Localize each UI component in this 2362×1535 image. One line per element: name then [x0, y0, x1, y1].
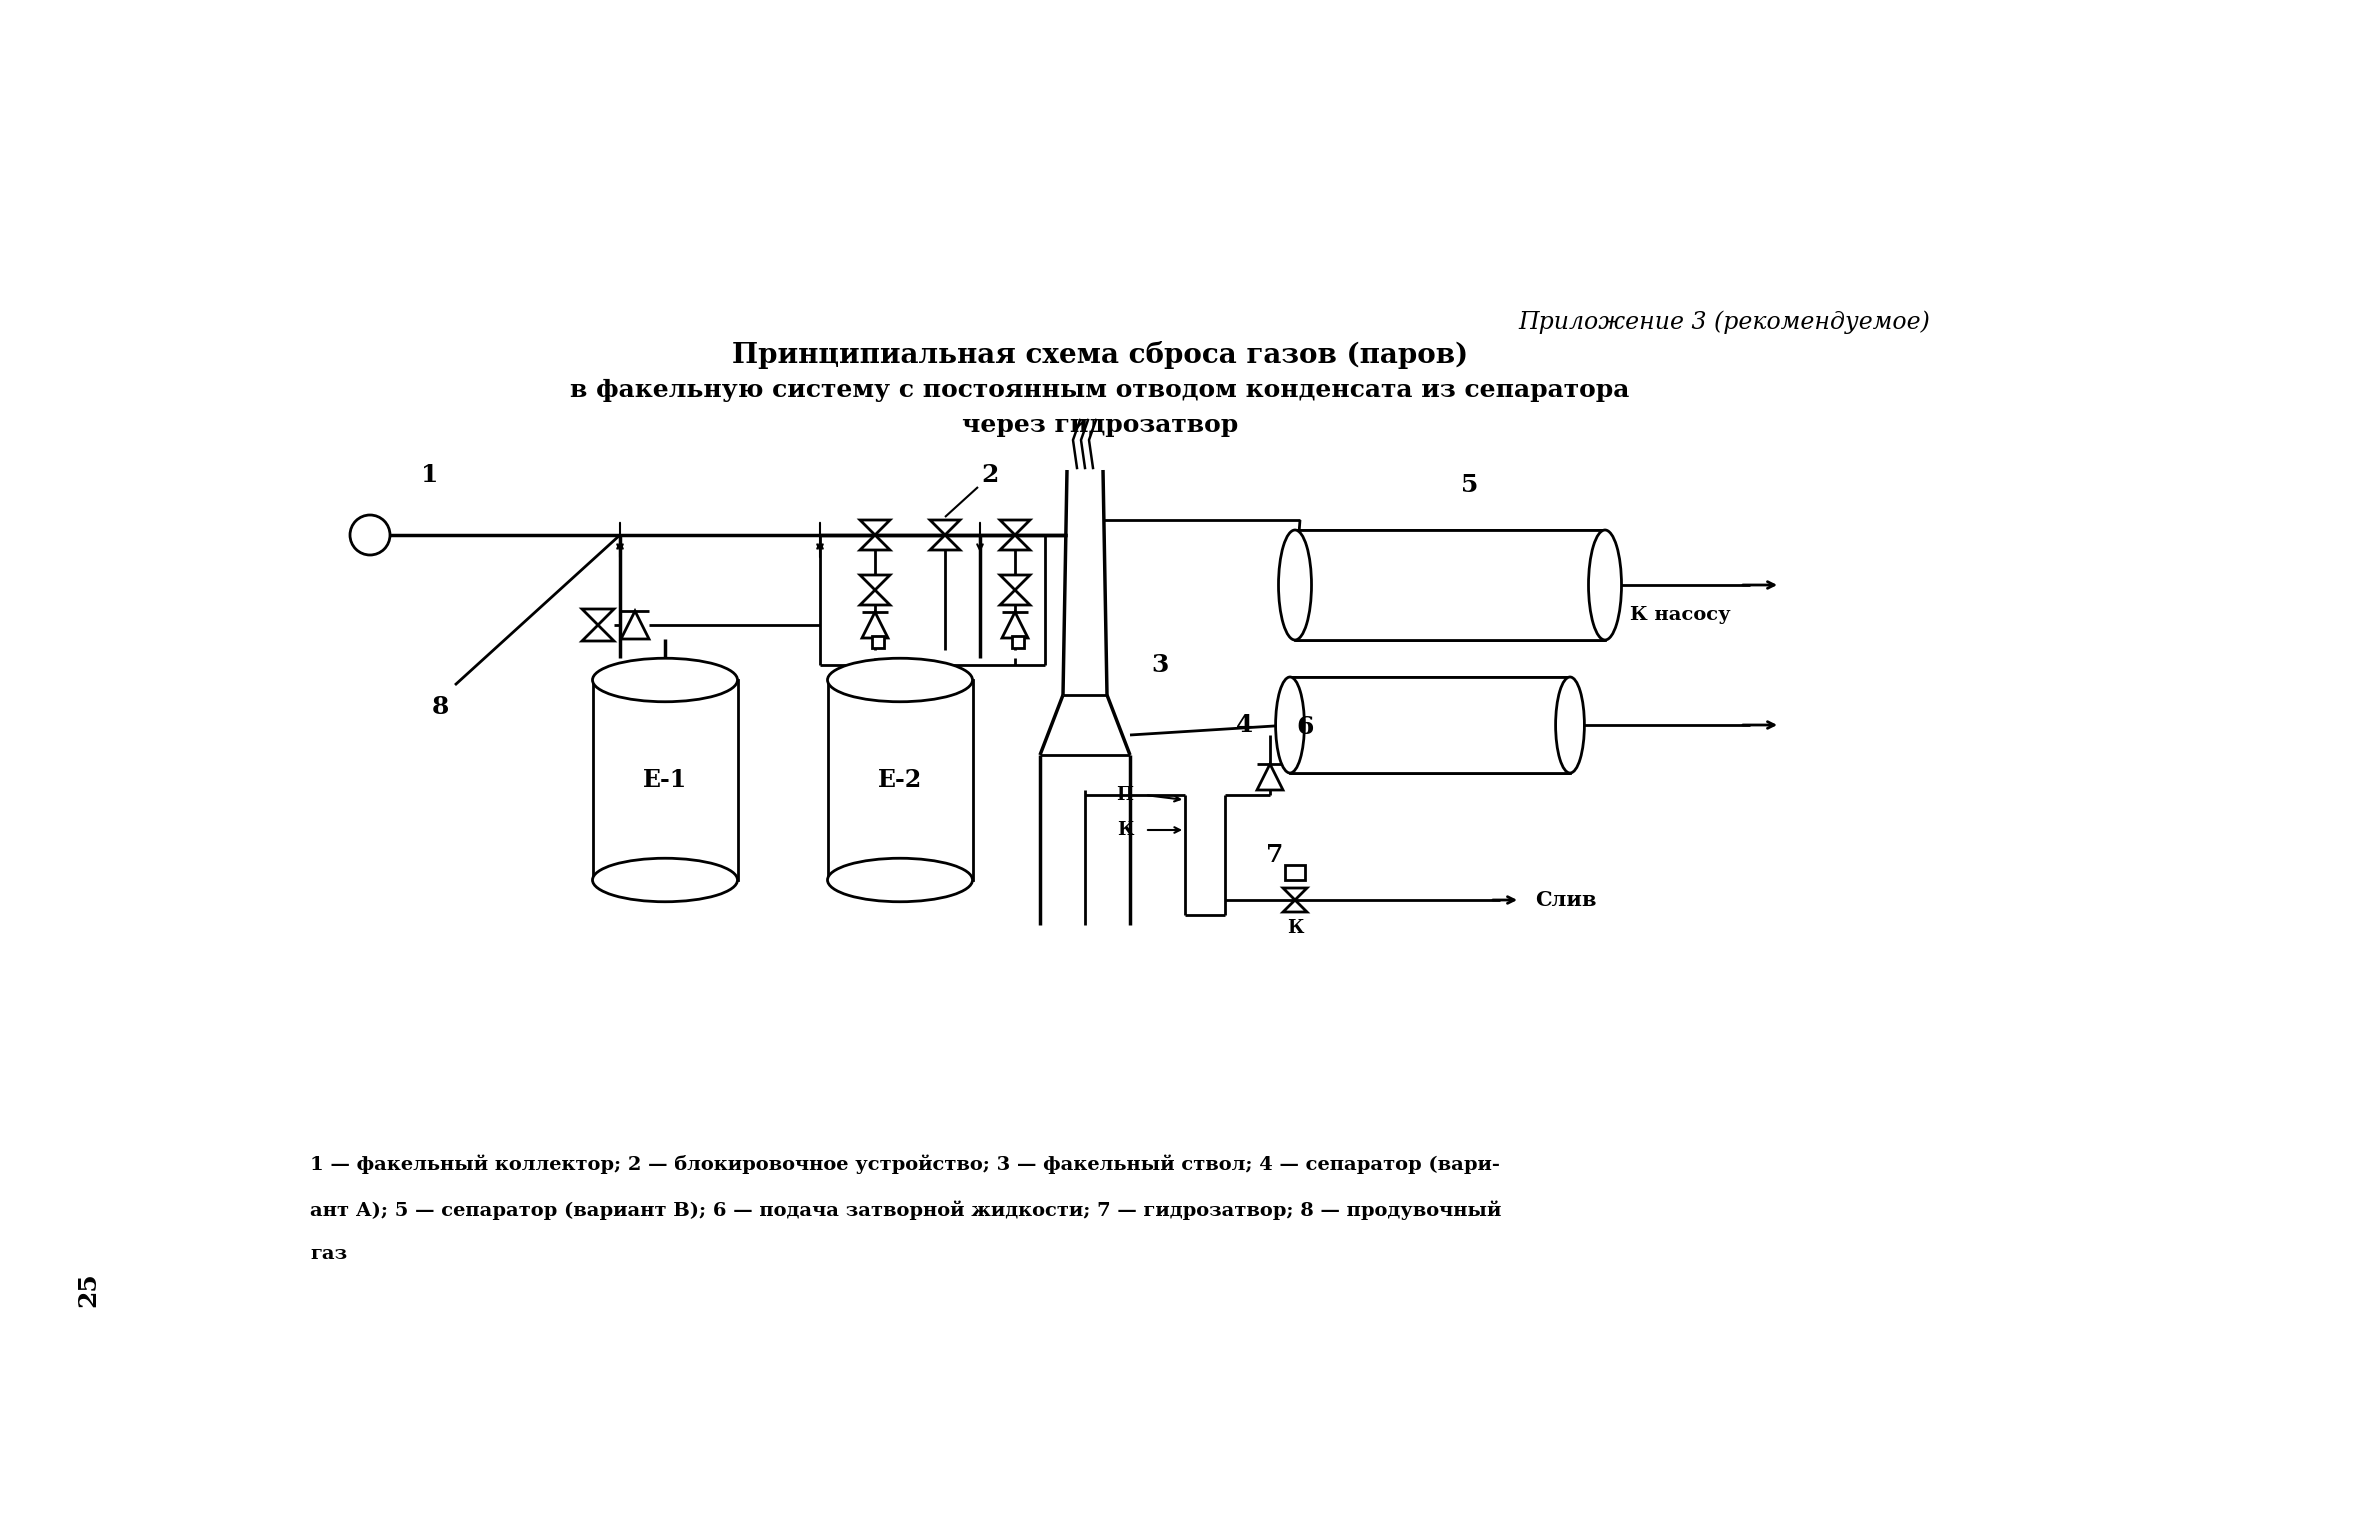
- Text: П: П: [1117, 786, 1134, 804]
- Text: 1: 1: [420, 464, 439, 487]
- Ellipse shape: [593, 858, 737, 901]
- Polygon shape: [581, 609, 614, 625]
- Polygon shape: [1257, 764, 1283, 791]
- Text: через гидрозатвор: через гидрозатвор: [961, 413, 1238, 437]
- Circle shape: [350, 516, 390, 556]
- Text: Е-1: Е-1: [642, 768, 687, 792]
- Polygon shape: [1283, 900, 1306, 912]
- Text: 8: 8: [432, 695, 449, 718]
- Bar: [1011, 635, 1025, 648]
- Polygon shape: [1001, 612, 1027, 639]
- Polygon shape: [999, 589, 1030, 605]
- Ellipse shape: [827, 659, 973, 701]
- Text: Е-2: Е-2: [879, 768, 921, 792]
- Ellipse shape: [1590, 530, 1620, 640]
- Text: Принципиальная схема сброса газов (паров): Принципиальная схема сброса газов (паров…: [732, 341, 1469, 368]
- Bar: [872, 635, 883, 648]
- Text: 7: 7: [1266, 843, 1283, 867]
- Text: 3: 3: [1150, 652, 1169, 677]
- Polygon shape: [999, 520, 1030, 536]
- Bar: [1285, 866, 1304, 880]
- Ellipse shape: [593, 659, 737, 701]
- Ellipse shape: [1278, 530, 1311, 640]
- Polygon shape: [1283, 889, 1306, 900]
- Ellipse shape: [1557, 677, 1585, 774]
- Text: 1 — факельный коллектор; 2 — блокировочное устройство; 3 — факельный ствол; 4 — : 1 — факельный коллектор; 2 — блокировочн…: [309, 1154, 1500, 1174]
- Text: К насосу: К насосу: [1630, 606, 1731, 625]
- Polygon shape: [860, 520, 890, 536]
- Polygon shape: [931, 520, 959, 536]
- Text: 25: 25: [76, 1273, 99, 1308]
- Text: 2: 2: [980, 464, 999, 487]
- Polygon shape: [860, 589, 890, 605]
- Polygon shape: [581, 625, 614, 642]
- Text: 4: 4: [1235, 712, 1254, 737]
- Polygon shape: [931, 536, 959, 550]
- Polygon shape: [999, 536, 1030, 550]
- Text: в факельную систему с постоянным отводом конденсата из сепаратора: в факельную систему с постоянным отводом…: [569, 378, 1630, 402]
- Polygon shape: [621, 611, 650, 639]
- Polygon shape: [860, 576, 890, 589]
- Polygon shape: [862, 612, 888, 639]
- Text: К: К: [1287, 919, 1304, 936]
- Text: газ: газ: [309, 1245, 347, 1263]
- Polygon shape: [860, 536, 890, 550]
- Ellipse shape: [827, 858, 973, 901]
- Bar: [1290, 677, 1571, 774]
- Text: 5: 5: [1462, 473, 1479, 497]
- Polygon shape: [999, 576, 1030, 589]
- Text: К: К: [1117, 821, 1134, 840]
- Text: ант А); 5 — сепаратор (вариант В); 6 — подача затворной жидкости; 7 — гидрозатво: ант А); 5 — сепаратор (вариант В); 6 — п…: [309, 1200, 1502, 1219]
- Text: Слив: Слив: [1535, 890, 1597, 910]
- Bar: [593, 680, 737, 880]
- Bar: [1294, 530, 1606, 640]
- Ellipse shape: [1275, 677, 1304, 774]
- Text: 6: 6: [1297, 715, 1313, 738]
- Bar: [827, 680, 973, 880]
- Text: Приложение 3 (рекомендуемое): Приложение 3 (рекомендуемое): [1519, 310, 1930, 333]
